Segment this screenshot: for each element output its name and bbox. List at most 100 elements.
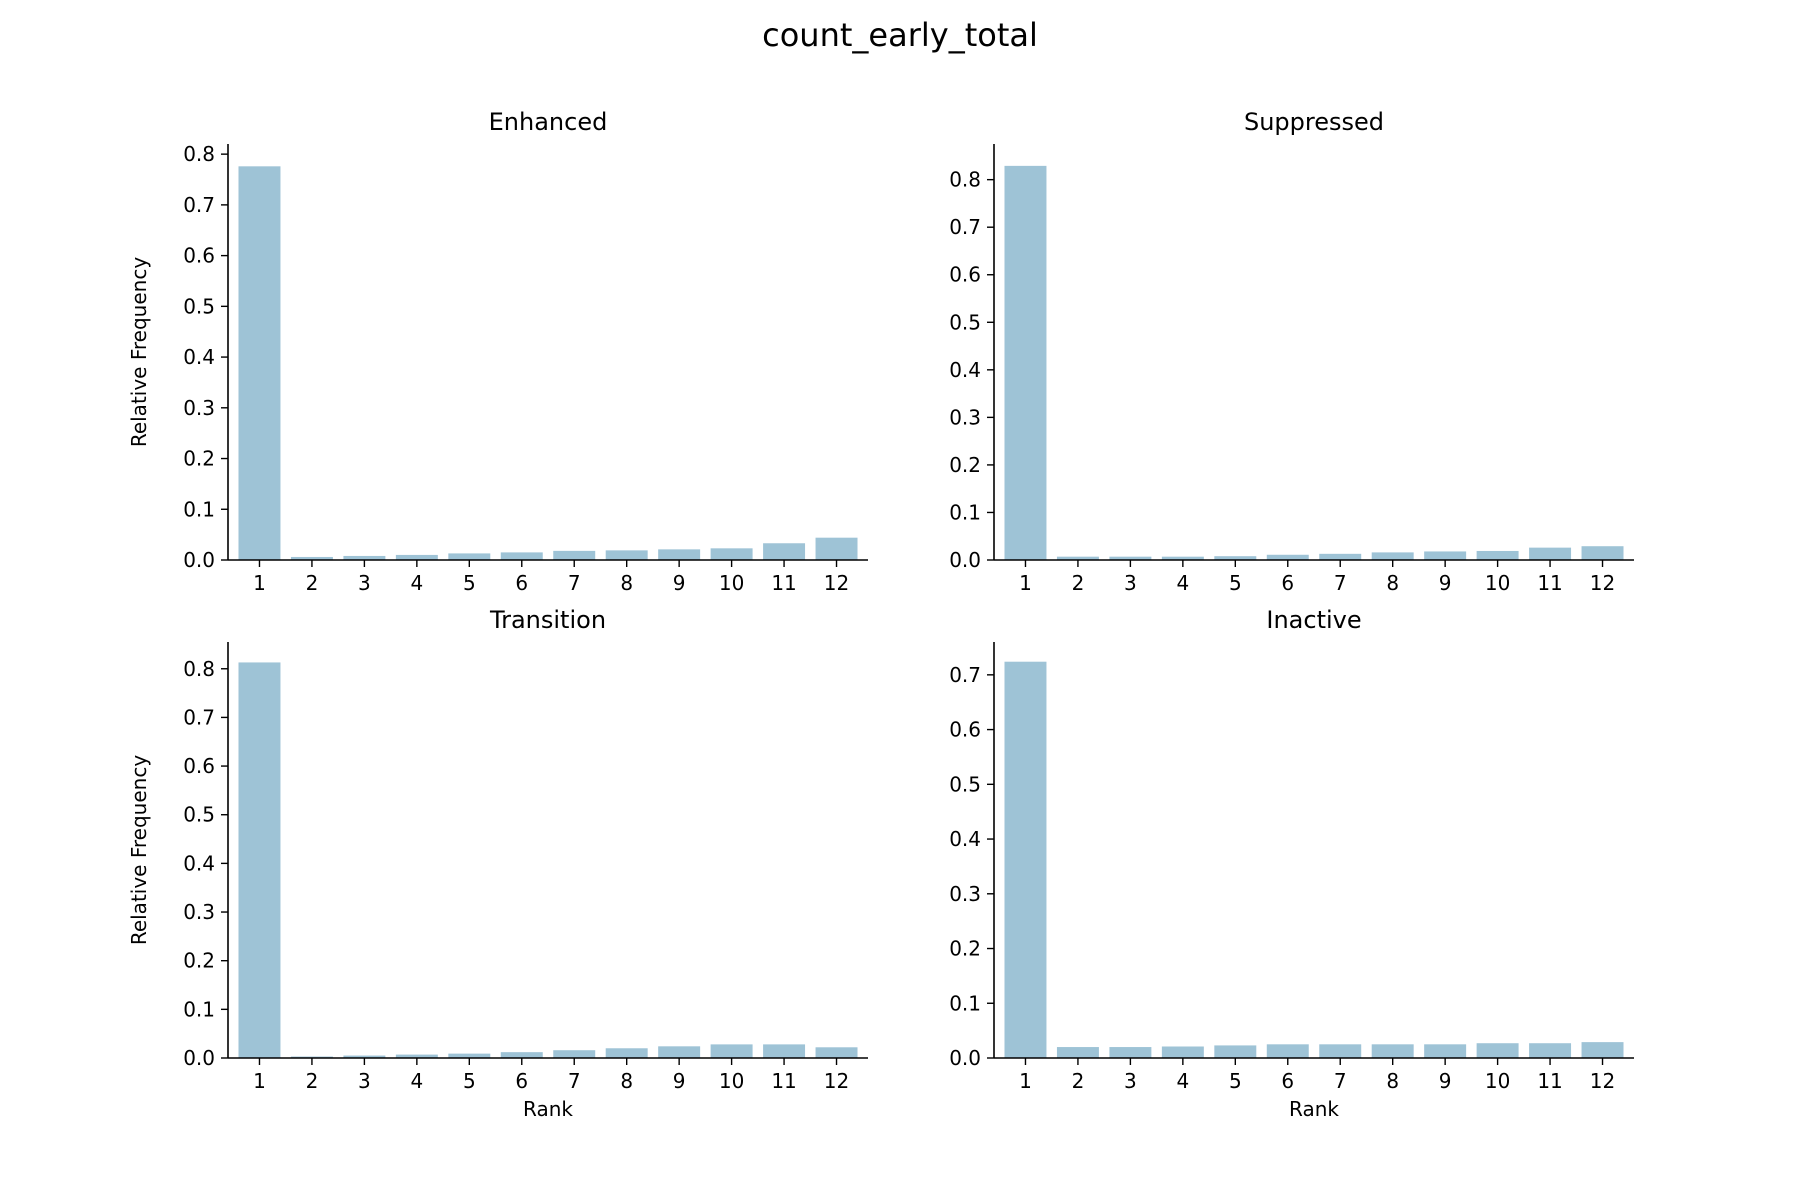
y-tick-label: 0.8 [183,657,215,681]
bar-2 [290,556,333,560]
x-tick-label: 11 [771,571,796,595]
x-tick-label: 11 [1537,1069,1562,1093]
x-tick-label: 7 [1334,1069,1347,1093]
y-tick-label: 0.1 [949,500,981,524]
bar-4 [1161,556,1204,560]
bar-8 [1371,552,1414,560]
y-tick-label: 0.5 [183,803,215,827]
bar-11 [763,543,806,560]
x-tick-label: 7 [568,571,581,595]
bar-7 [553,550,596,560]
y-tick-label: 0.1 [949,991,981,1015]
bar-3 [343,555,386,560]
subplot-title: Inactive [1266,606,1361,634]
bar-6 [1266,554,1309,560]
x-tick-label: 4 [410,571,423,595]
y-tick-label: 0.7 [949,663,981,687]
y-tick-label: 0.3 [949,405,981,429]
bar-6 [1266,1044,1309,1058]
y-tick-label: 0.1 [183,497,215,521]
bar-9 [1424,551,1467,560]
y-tick-label: 0.2 [183,447,215,471]
bar-2 [1056,1047,1099,1058]
bar-8 [605,1048,648,1058]
y-tick-label: 0.7 [183,193,215,217]
bar-9 [658,1046,701,1058]
y-tick-label: 0.2 [949,453,981,477]
y-tick-label: 0.3 [949,882,981,906]
y-axis-label: Relative Frequency [127,755,151,945]
x-tick-label: 5 [463,1069,476,1093]
y-tick-label: 0.4 [183,851,215,875]
y-tick-label: 0.4 [949,827,981,851]
bar-7 [553,1050,596,1058]
bar-12 [815,537,858,560]
x-tick-label: 9 [1439,571,1452,595]
x-tick-label: 2 [1072,1069,1085,1093]
subplot-0: 1 2 3 4 5 6 7 8 9 10 11 120.00.10.20.30.40.50.60.70… [127,108,868,595]
bar-5 [1214,1045,1257,1058]
y-tick-label: 0.3 [183,396,215,420]
x-tick-label: 12 [1590,1069,1615,1093]
x-tick-label: 3 [358,571,371,595]
x-tick-label: 11 [1537,571,1562,595]
x-tick-label: 8 [1386,1069,1399,1093]
subplot-title: Suppressed [1244,108,1384,136]
y-tick-label: 0.0 [949,1046,981,1070]
x-tick-label: 6 [515,1069,528,1093]
x-tick-label: 12 [824,571,849,595]
y-tick-label: 0.6 [183,244,215,268]
bar-4 [395,554,438,560]
bar-4 [1161,1046,1204,1058]
bar-3 [343,1055,386,1058]
x-tick-label: 7 [1334,571,1347,595]
bar-5 [448,1053,491,1058]
bar-8 [1371,1044,1414,1058]
y-tick-label: 0.5 [949,772,981,796]
y-axis-label: Relative Frequency [127,257,151,447]
x-tick-label: 2 [306,1069,319,1093]
x-tick-label: 6 [1281,571,1294,595]
bar-12 [1581,1042,1624,1058]
bar-1 [238,166,281,560]
subplot-title: Enhanced [489,108,608,136]
x-tick-label: 1 [253,571,266,595]
y-tick-label: 0.6 [949,718,981,742]
x-tick-label: 4 [410,1069,423,1093]
bar-11 [1529,1043,1572,1058]
x-tick-label: 9 [1439,1069,1452,1093]
subplot-2: 1 2 3 4 5 6 7 8 9 10 11 120.00.10.20.30.40.50.60.70… [127,606,868,1121]
x-tick-label: 2 [306,571,319,595]
bar-12 [815,1047,858,1058]
x-tick-label: 2 [1072,571,1085,595]
subplot-title: Transition [489,606,606,634]
x-tick-label: 3 [358,1069,371,1093]
x-axis-label: Rank [523,1097,573,1121]
subplot-1: 1 2 3 4 5 6 7 8 9 10 11 120.00.10.20.30.40.50.60.70… [949,108,1634,595]
bar-9 [658,549,701,560]
bar-10 [710,1044,753,1058]
bar-10 [1476,1043,1519,1058]
x-tick-label: 6 [515,571,528,595]
bar-5 [1214,556,1257,560]
bar-3 [1109,556,1152,560]
bar-6 [500,552,543,560]
y-tick-label: 0.5 [183,294,215,318]
x-tick-label: 10 [1485,1069,1510,1093]
subplot-3: 1 2 3 4 5 6 7 8 9 10 11 120.00.10.20.30.40.50.60.7I… [949,606,1634,1121]
x-tick-label: 10 [719,1069,744,1093]
x-tick-label: 8 [620,571,633,595]
bar-1 [238,662,281,1058]
bar-11 [763,1044,806,1058]
bar-9 [1424,1044,1467,1058]
bar-10 [1476,550,1519,560]
x-tick-label: 3 [1124,1069,1137,1093]
bar-5 [448,553,491,560]
bar-1 [1004,661,1047,1058]
x-tick-label: 8 [1386,571,1399,595]
y-tick-label: 0.6 [949,263,981,287]
bar-2 [1056,556,1099,560]
x-tick-label: 5 [1229,571,1242,595]
